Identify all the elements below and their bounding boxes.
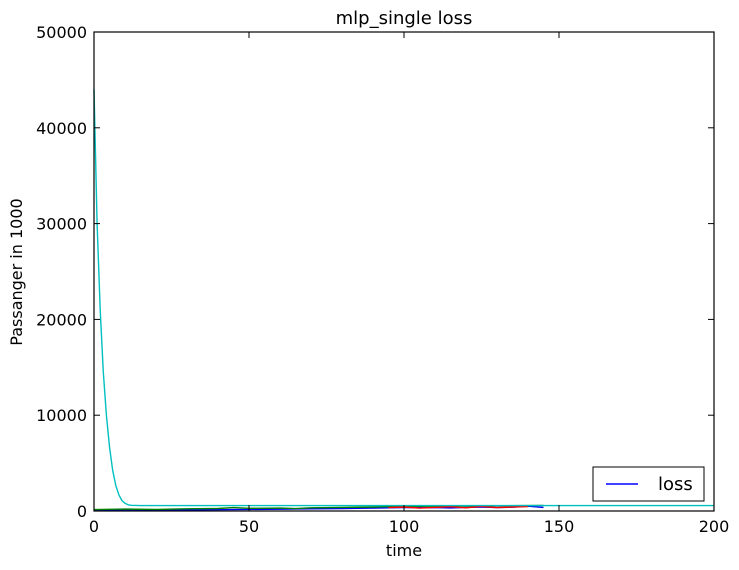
x-tick-label: 50 bbox=[239, 517, 259, 536]
x-tick-label: 0 bbox=[89, 517, 99, 536]
legend: loss bbox=[592, 466, 705, 502]
y-tick-label: 0 bbox=[77, 502, 87, 521]
y-tick-label: 20000 bbox=[36, 310, 87, 329]
y-tick-label: 50000 bbox=[36, 23, 87, 42]
legend-label-loss: loss bbox=[658, 474, 693, 495]
y-tick-label: 30000 bbox=[36, 215, 87, 234]
x-tick-label: 150 bbox=[544, 517, 575, 536]
chart-title: mlp_single loss bbox=[336, 8, 473, 29]
x-tick-label: 200 bbox=[699, 517, 730, 536]
y-tick-label: 40000 bbox=[36, 119, 87, 138]
y-axis-label: Passanger in 1000 bbox=[7, 198, 26, 345]
series-line-2 bbox=[388, 505, 529, 509]
x-tick-label: 100 bbox=[389, 517, 420, 536]
plot-area: 0 50 100 150 200 0 10000 20000 30000 40000 50000 lo… bbox=[36, 23, 729, 536]
y-tick-label: 10000 bbox=[36, 406, 87, 425]
x-axis-label: time bbox=[386, 541, 422, 560]
